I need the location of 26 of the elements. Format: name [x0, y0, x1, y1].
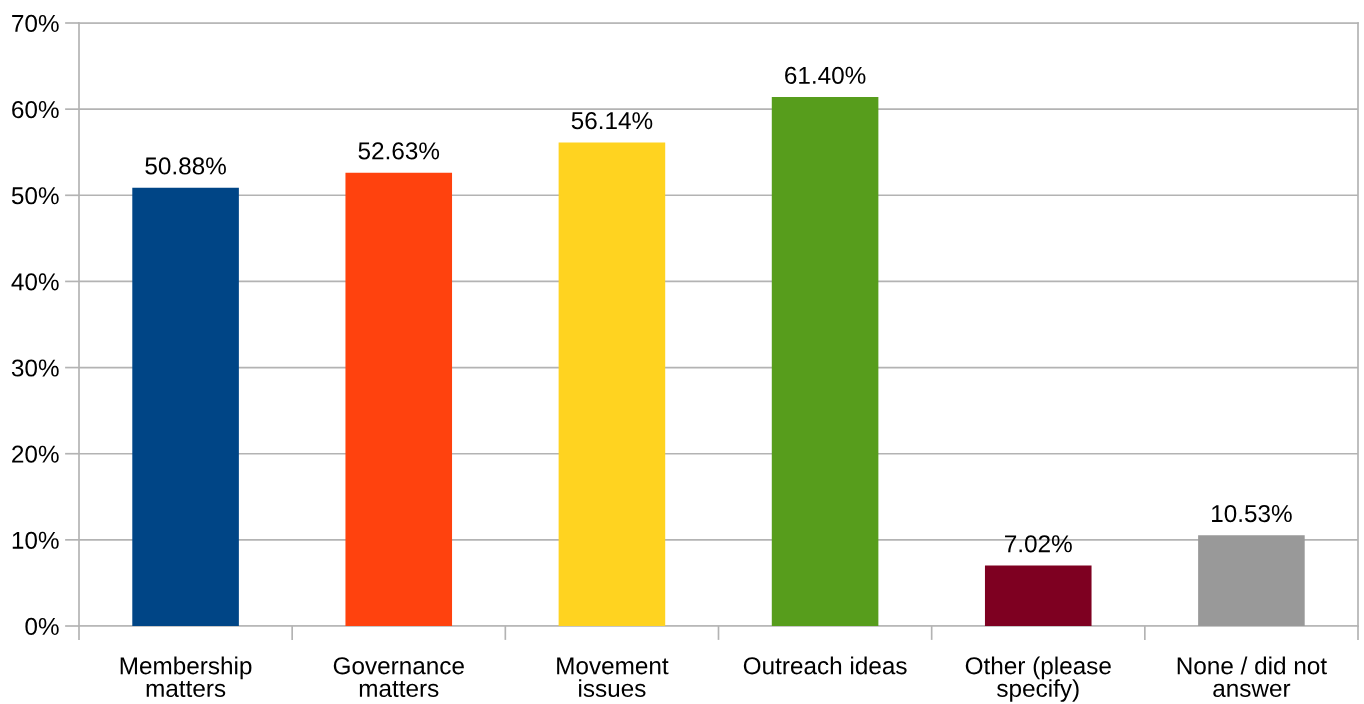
bar [1198, 535, 1305, 626]
y-tick-label: 20% [12, 445, 59, 463]
bar [984, 565, 1092, 626]
data-label: 52.63% [358, 142, 440, 160]
data-label: 61.40% [785, 66, 866, 84]
x-tick-label: Other (please specify) [965, 656, 1111, 702]
x-tick-label: Governance matters [333, 657, 464, 698]
y-tick-label: 70% [12, 14, 59, 33]
data-label: 10.53% [1212, 504, 1292, 523]
y-tick-label: 0% [25, 617, 59, 636]
x-tick-label: Outreach ideas [743, 656, 907, 675]
x-tick-label: None / did not answer [1177, 656, 1327, 698]
data-label: 7.02% [1005, 535, 1072, 553]
data-label: 56.14% [571, 112, 653, 130]
x-tick-label: Movement issues [557, 657, 669, 698]
bar [345, 172, 453, 626]
x-tick-label: Membership matters [120, 656, 252, 698]
data-label: 50.88% [145, 157, 226, 175]
y-tick-label: 60% [12, 100, 59, 119]
bar [558, 142, 666, 626]
y-tick-label: 50% [11, 187, 59, 205]
bar [771, 97, 879, 626]
y-tick-label: 10% [12, 531, 59, 549]
y-tick-label: 40% [11, 273, 59, 291]
bar [132, 187, 239, 626]
y-tick-label: 30% [11, 359, 59, 377]
